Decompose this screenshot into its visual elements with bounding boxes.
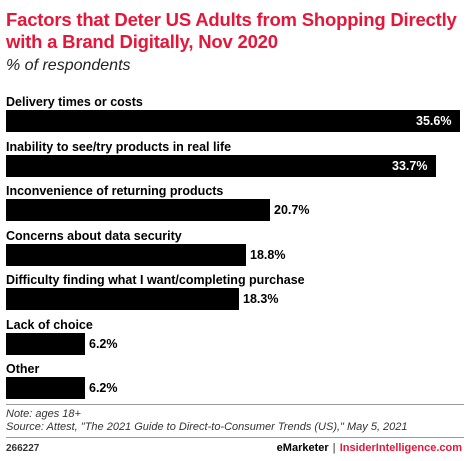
bar-value-label: 20.7% [274,203,310,217]
bar-value-label: 6.2% [89,336,118,351]
category-label: Inconvenience of returning products [6,184,224,198]
category-label: Concerns about data security [6,228,182,243]
chart-note: Note: ages 18+ [6,408,81,420]
bar-value-label: 18.8% [250,247,286,262]
bar [6,199,270,221]
bar [6,154,436,177]
bar-value-label: 35.6% [416,114,452,128]
bar-chart: Delivery times or costs 35.6% Inability to… [0,88,470,399]
bar [6,243,246,266]
chart-title: Factors that Deter US Adults from Shoppi… [6,9,457,52]
category-label: Delivery times or costs [6,95,143,109]
footer-divider [6,437,464,438]
brand-logo: eMarketer | InsiderIntelligence.com [277,442,462,454]
bar-value-label: 18.3% [243,292,279,306]
bar-value-label: 6.2% [89,381,118,395]
bar [6,288,239,310]
bar [6,377,85,399]
brand-separator: | [332,442,336,454]
category-label: Inability to see/try products in real li… [6,139,232,154]
bar-value-label: 33.7% [392,158,428,173]
category-label: Other [6,362,40,376]
chart-source: Source: Attest, "The 2021 Guide to Direc… [6,421,408,433]
brand-insider-intelligence: InsiderIntelligence.com [339,442,462,454]
brand-emarketer: eMarketer [276,442,329,454]
bar [6,332,85,355]
bar [6,110,460,132]
chart-subtitle: % of respondents [6,57,131,74]
chart-id: 266227 [6,443,40,454]
category-label: Difficulty finding what I want/completin… [6,273,305,287]
category-label: Lack of choice [6,317,93,332]
notes-divider [6,404,464,405]
footer: 266227 eMarketer | InsiderIntelligence.com [0,438,470,461]
